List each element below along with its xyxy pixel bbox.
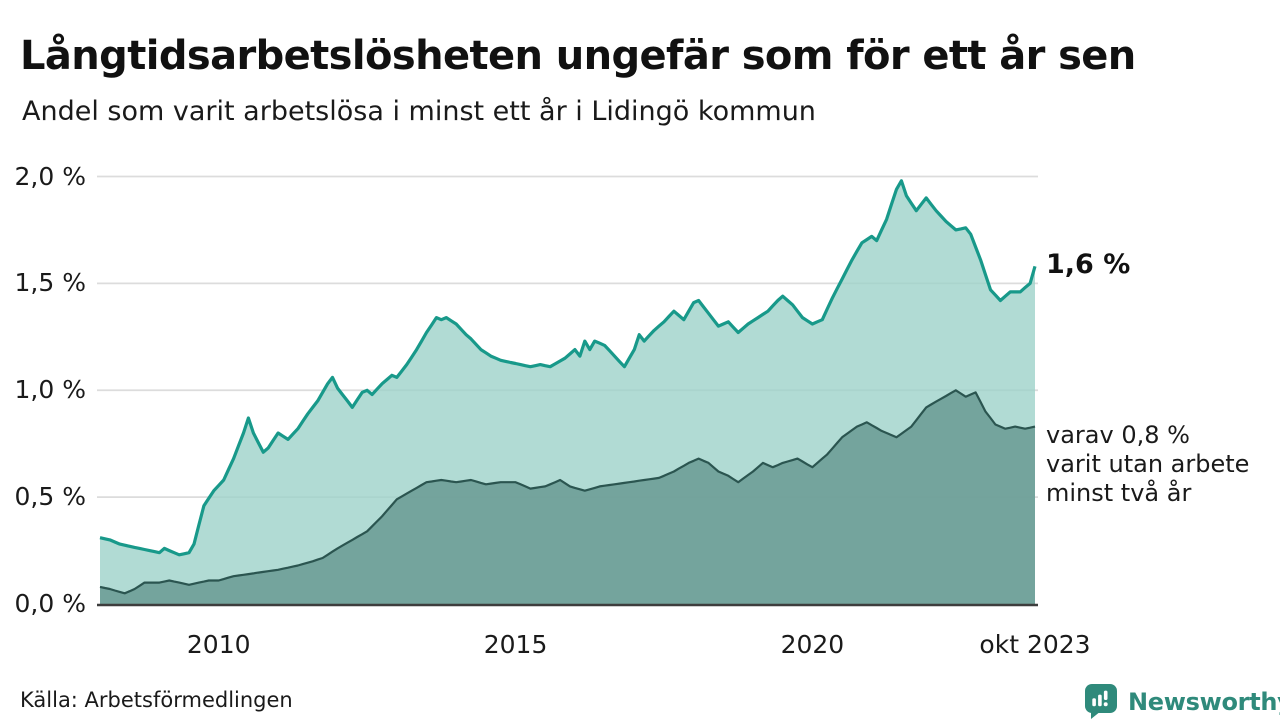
series1-end-value-label: 1,6 % [1046, 249, 1131, 280]
series2-annotation-line1: varav 0,8 % [1046, 421, 1190, 449]
x-tick-label-2010: 2010 [186, 630, 251, 659]
line-series2-minst-tva-ar [99, 389, 1036, 595]
series2-annotation-line2: varit utan arbete [1046, 450, 1250, 478]
x-tick-label-2020: 2020 [780, 630, 845, 659]
newsworthy-wordmark: Newsworthy [1128, 687, 1280, 716]
y-tick-label-1.5: 1,5 % [14, 268, 86, 298]
x-tick-label-2015: 2015 [483, 630, 548, 659]
line-series1-minst-ett-ar [99, 179, 1037, 557]
area-series2-minst-tva-ar [100, 390, 1035, 604]
source-caption: Källa: Arbetsförmedlingen [20, 688, 293, 712]
series2-end-annotation: varav 0,8 % varit utan arbete minst två … [1046, 421, 1249, 508]
chart-title: Långtidsarbetslösheten ungefär som för e… [20, 32, 1136, 79]
newsworthy-logo: Newsworthy [1084, 683, 1280, 720]
x-tick-label-okt-2023: okt 2023 [979, 630, 1091, 659]
series2-annotation-line3: minst två år [1046, 479, 1192, 507]
newsworthy-speech-bubble-bars-icon [1085, 684, 1117, 719]
y-tick-label-2: 2,0 % [14, 161, 86, 191]
y-tick-label-1: 1,0 % [14, 375, 86, 405]
y-tick-label-0.5: 0,5 % [14, 482, 86, 512]
chart-subtitle: Andel som varit arbetslösa i minst ett å… [22, 96, 816, 127]
y-tick-label-0: 0,0 % [14, 589, 86, 618]
